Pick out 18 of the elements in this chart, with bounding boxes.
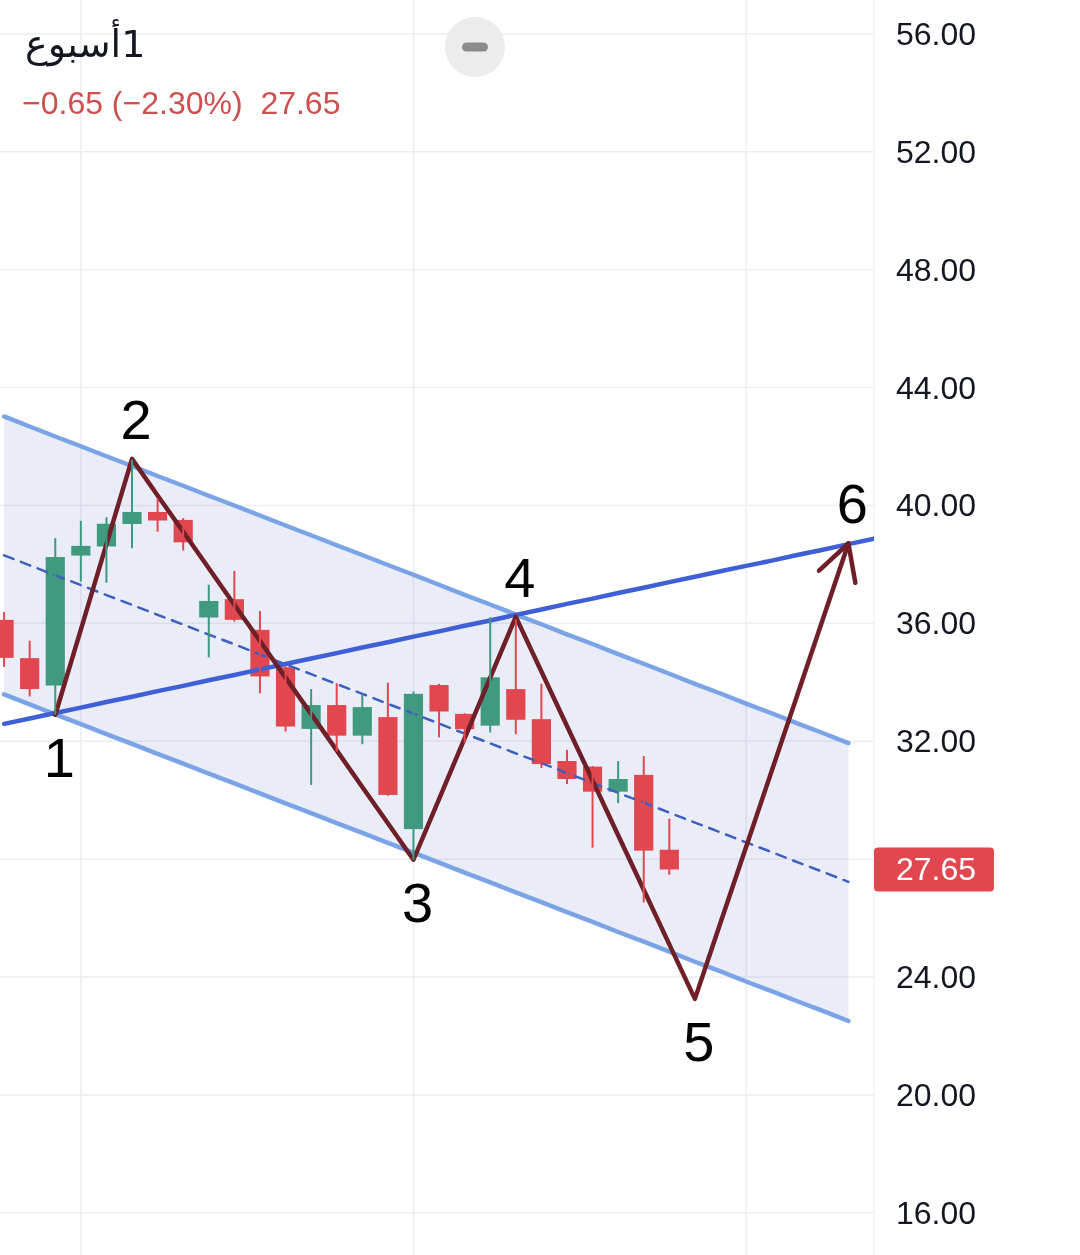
- y-tick-label: 24.00: [896, 959, 977, 996]
- y-tick-label: 52.00: [896, 133, 977, 170]
- y-tick-label: 36.00: [896, 605, 977, 642]
- annotation: 6: [836, 472, 868, 536]
- y-tick-label: 40.00: [896, 487, 977, 524]
- y-tick-label: 56.00: [896, 15, 977, 52]
- annotation: 2: [120, 387, 152, 451]
- annotation: 1: [43, 725, 75, 789]
- annotation: 5: [683, 1009, 715, 1073]
- annotation: 3: [401, 870, 434, 934]
- y-tick-label: 48.00: [896, 251, 977, 288]
- y-tick-label: 20.00: [896, 1076, 977, 1113]
- text: −0.65 (−2.30%) 27.65: [22, 85, 341, 122]
- y-tick-label: 32.00: [896, 723, 977, 760]
- annotation: 4: [504, 545, 536, 609]
- price-tag: 27.65: [874, 847, 994, 892]
- y-tick-label: 44.00: [896, 369, 977, 406]
- y-tick-label: 16.00: [896, 1194, 977, 1231]
